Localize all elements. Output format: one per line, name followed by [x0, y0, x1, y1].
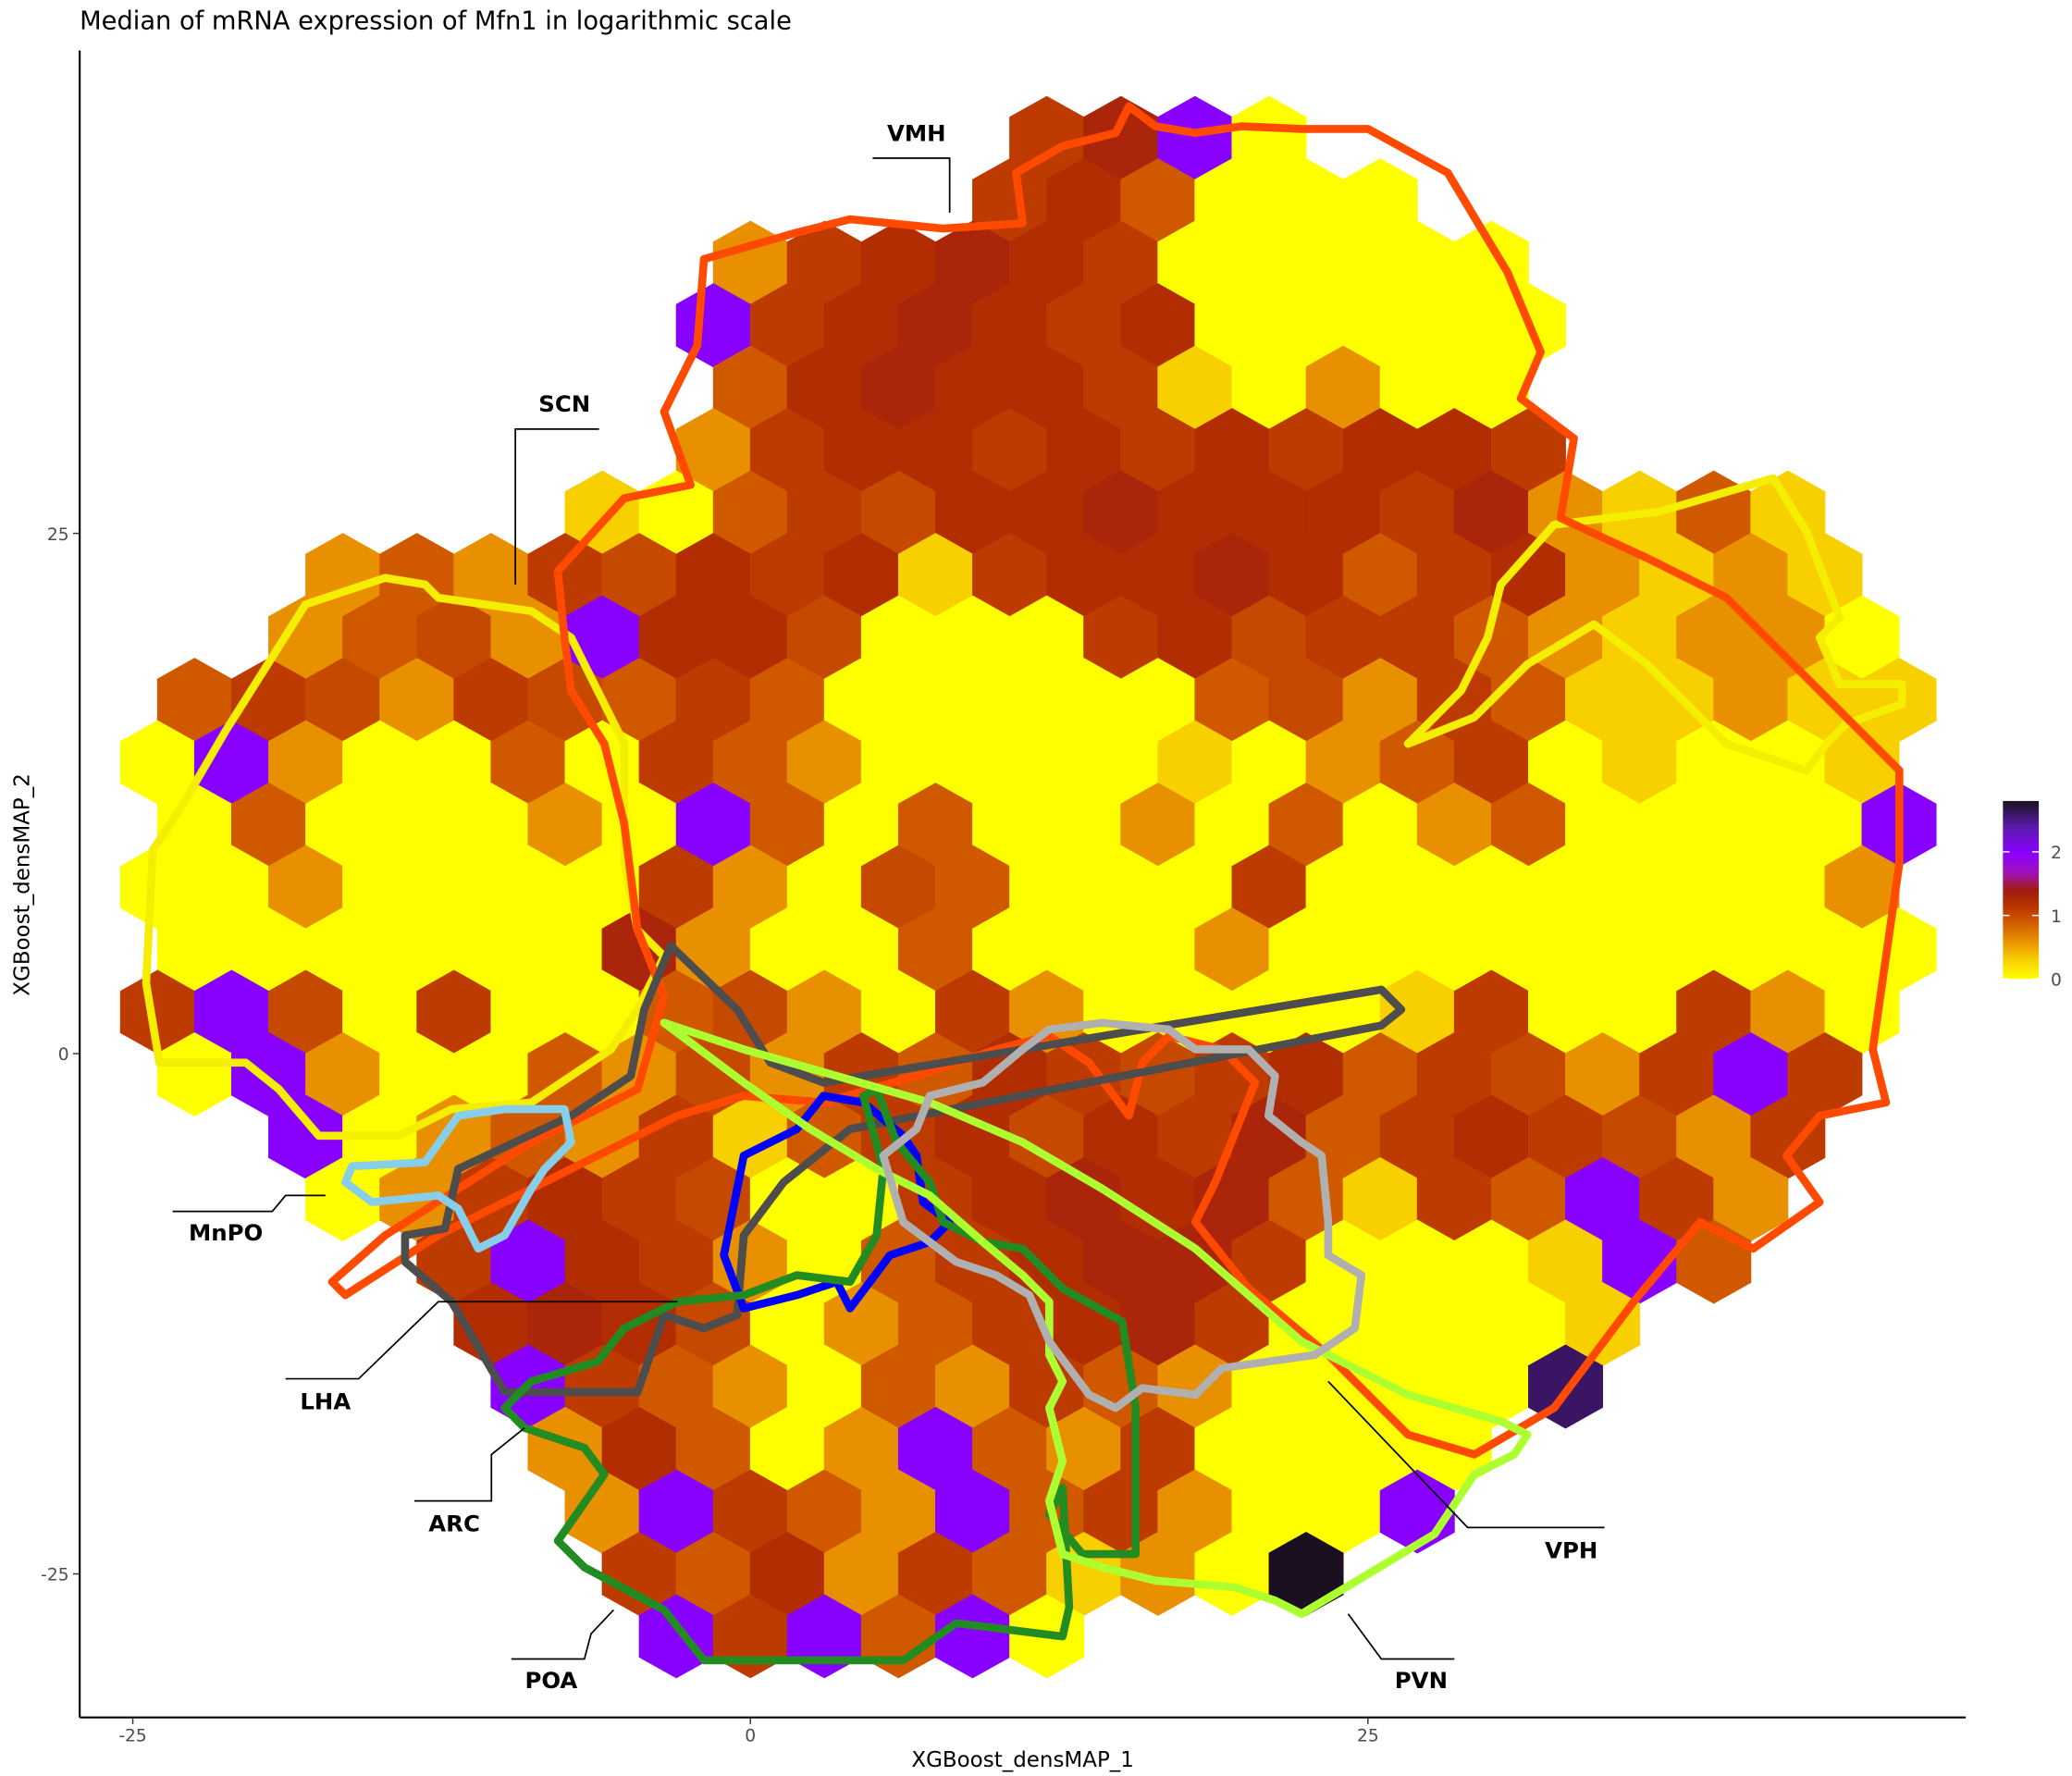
region-outline — [401, 942, 1406, 1397]
leader-line — [1327, 1380, 1605, 1529]
leader-line — [285, 1301, 678, 1380]
region-label: LHA — [300, 1388, 351, 1415]
region-label: SCN — [538, 390, 590, 417]
x-axis-label: XGBoost_densMAP_1 — [911, 1748, 1134, 1772]
region-outline — [341, 1104, 575, 1253]
region-outline — [327, 102, 1904, 1459]
region-label: VMH — [887, 119, 946, 146]
axes: -25 0 25 -25 0 25 — [41, 50, 1967, 1746]
leader-line — [1347, 1613, 1455, 1660]
colorbar — [2003, 800, 2040, 980]
region-outline — [1403, 474, 1906, 775]
x-tick-label: -25 — [118, 1727, 146, 1746]
region-outlines — [142, 102, 1906, 1665]
leader-line — [872, 157, 951, 213]
colorbar-tick-label: 1 — [2051, 907, 2062, 927]
region-label: POA — [524, 1667, 577, 1694]
region-label: ARC — [428, 1511, 480, 1537]
hex-layer — [119, 95, 1937, 1679]
leader-lines — [172, 157, 1605, 1660]
leader-line — [514, 428, 599, 585]
chart-title: Median of mRNA expression of Mfn1 in log… — [80, 7, 792, 36]
region-outline — [500, 1085, 1140, 1665]
region-label: MnPO — [189, 1219, 263, 1246]
x-tick-label: 25 — [1357, 1727, 1379, 1746]
x-tick-label: 0 — [745, 1727, 756, 1746]
region-outline — [660, 1018, 1532, 1619]
leader-line — [172, 1194, 326, 1213]
y-tick-label: 25 — [47, 525, 69, 545]
region-label: VPH — [1545, 1536, 1597, 1563]
region-outline — [720, 1092, 954, 1313]
leader-line — [511, 1609, 615, 1660]
y-axis-label: XGBoost_densMAP_2 — [11, 773, 35, 996]
region-label: PVN — [1395, 1667, 1448, 1694]
y-tick-label: -25 — [41, 1566, 68, 1585]
colorbar-tick-label: 2 — [2051, 844, 2062, 863]
leader-line — [414, 1427, 525, 1502]
colorbar-tick-label: 0 — [2051, 971, 2062, 991]
y-tick-label: 0 — [58, 1045, 69, 1065]
region-outline — [879, 1018, 1366, 1412]
